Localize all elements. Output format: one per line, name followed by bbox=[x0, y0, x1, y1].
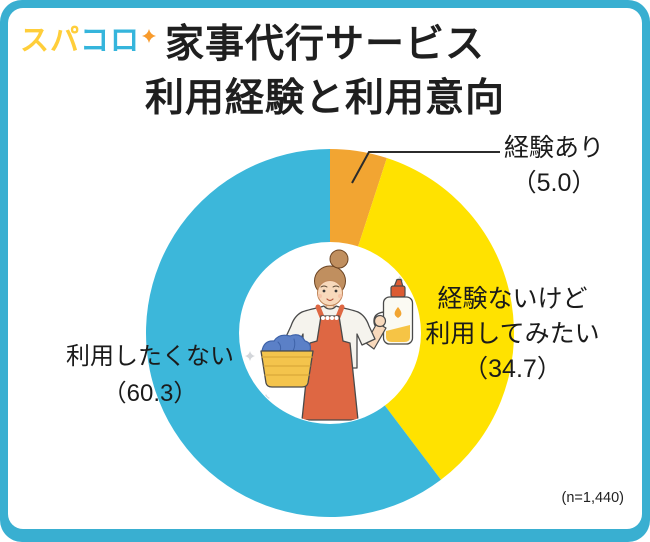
donut-ring bbox=[145, 149, 514, 517]
label-want-text-2: 利用してみたい bbox=[425, 320, 600, 348]
logo-sparkle-icon bbox=[141, 20, 157, 52]
bottle-droplet-logo bbox=[394, 307, 402, 318]
woman-right-hand bbox=[373, 314, 387, 328]
woman-hair-bun bbox=[329, 249, 349, 269]
sample-size-note: (n=1,440) bbox=[561, 490, 624, 506]
woman-right-arm bbox=[365, 322, 387, 350]
label-want-value: （34.7） bbox=[463, 355, 562, 383]
logo-text-secondary: コロ bbox=[80, 25, 141, 57]
center-illustration bbox=[245, 249, 414, 421]
supacolo-logo: スパ コロ bbox=[20, 25, 157, 58]
label-experience: 経験あり （5.0） bbox=[494, 131, 614, 201]
laundry-folds bbox=[277, 338, 296, 352]
leader-line bbox=[351, 151, 500, 184]
label-want-text-1: 経験ないけど bbox=[437, 285, 588, 313]
woman-apron bbox=[301, 304, 359, 421]
label-want-to-try: 経験ないけど 利用してみたい （34.7） bbox=[420, 282, 605, 387]
donut-segment-2 bbox=[145, 149, 441, 517]
label-experience-text: 経験あり bbox=[503, 134, 604, 162]
donut-segment-0 bbox=[330, 149, 387, 248]
donut-segment-1 bbox=[357, 158, 514, 480]
label-not-want: 利用したくない （60.3） bbox=[60, 338, 240, 412]
laundry-basket bbox=[260, 350, 314, 388]
title-line-1: 家事代行サービス bbox=[164, 23, 485, 66]
logo-text-primary: スパ bbox=[20, 25, 81, 57]
label-not-want-text: 利用したくない bbox=[66, 343, 234, 370]
label-experience-value: （5.0） bbox=[511, 169, 597, 197]
title-line-2: 利用経験と利用意向 bbox=[144, 77, 505, 120]
woman-face bbox=[317, 280, 343, 306]
laundry-clothes bbox=[261, 334, 312, 352]
page-title: 家事代行サービス 利用経験と利用意向 bbox=[0, 18, 650, 126]
apron-lace-trim bbox=[321, 316, 339, 320]
label-not-want-value: （60.3） bbox=[102, 380, 198, 407]
bottle-liquid bbox=[386, 325, 410, 342]
